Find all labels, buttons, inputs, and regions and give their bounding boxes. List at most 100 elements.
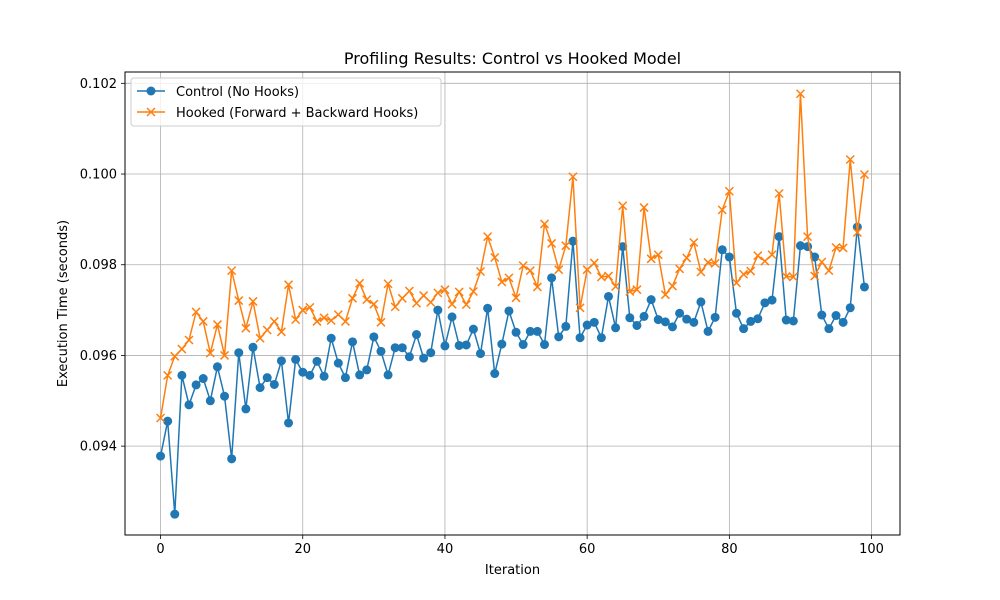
hooked-data-point xyxy=(156,413,166,423)
control-data-point xyxy=(319,371,329,381)
control-data-point xyxy=(781,315,791,325)
hooked-data-point xyxy=(376,317,386,327)
hooked-data-point xyxy=(667,281,678,291)
hooked-data-point xyxy=(362,295,372,305)
control-data-point xyxy=(419,353,429,363)
legend-marker-hooked xyxy=(146,107,156,117)
legend-box xyxy=(130,77,442,127)
control-data-point xyxy=(547,273,557,283)
hooked-data-point xyxy=(554,265,564,275)
hooked-data-point xyxy=(746,266,756,276)
hooked-data-point xyxy=(397,293,407,303)
control-data-point xyxy=(234,348,244,358)
hooked-data-point xyxy=(312,316,322,326)
control-data-point xyxy=(575,333,585,343)
control-data-point xyxy=(426,348,436,358)
hooked-data-point xyxy=(568,172,578,182)
chart-title: Profiling Results: Control vs Hooked Mod… xyxy=(344,49,681,68)
hooked-data-point xyxy=(675,264,685,274)
hooked-data-point xyxy=(810,271,820,281)
hooked-data-point xyxy=(284,280,294,290)
control-data-point xyxy=(817,310,827,320)
control-data-point xyxy=(490,369,500,379)
control-data-point xyxy=(831,311,841,321)
control-data-point xyxy=(468,324,478,334)
x-tick-label: 60 xyxy=(579,542,596,557)
x-tick-label: 100 xyxy=(859,542,884,557)
legend-marker-control xyxy=(146,86,156,96)
hooked-data-point xyxy=(291,315,301,325)
hooked-data-point xyxy=(269,316,279,326)
control-data-point xyxy=(561,321,571,331)
plot-frame xyxy=(124,71,901,536)
control-data-point xyxy=(483,303,493,313)
hooked-data-point xyxy=(589,258,599,268)
control-data-point xyxy=(184,400,194,410)
hooked-data-point xyxy=(305,302,315,312)
control-data-point xyxy=(376,346,386,356)
control-data-point xyxy=(518,340,528,350)
control-data-point xyxy=(625,313,635,323)
hooked-data-point xyxy=(731,278,741,288)
control-data-point xyxy=(540,340,549,350)
control-data-point xyxy=(340,373,350,383)
hooked-data-point xyxy=(717,205,727,215)
hooked-data-point xyxy=(184,335,194,345)
control-data-point xyxy=(611,323,621,333)
control-data-point xyxy=(284,418,294,428)
hooked-data-point xyxy=(859,169,869,180)
y-axis-label: Execution Time (seconds) xyxy=(56,220,71,387)
hooked-data-point xyxy=(426,297,436,307)
hooked-data-point xyxy=(461,300,471,310)
hooked-data-point xyxy=(333,310,343,320)
hooked-data-point xyxy=(490,252,500,263)
hooked-data-point xyxy=(241,323,251,333)
y-tick-label: 0.100 xyxy=(80,168,117,183)
control-data-point xyxy=(689,317,699,327)
control-data-point xyxy=(589,317,599,327)
hooked-data-point xyxy=(212,320,222,330)
hooked-data-point xyxy=(852,228,862,238)
control-data-point xyxy=(440,341,450,351)
hooked-data-point xyxy=(611,281,621,292)
control-data-point xyxy=(739,324,749,334)
hooked-data-point xyxy=(483,232,493,242)
hooked-data-point xyxy=(781,271,791,282)
hooked-data-point xyxy=(191,307,201,317)
hooked-data-point xyxy=(696,267,706,277)
hooked-series-line xyxy=(159,93,866,419)
control-data-point xyxy=(653,315,663,325)
control-data-point xyxy=(397,343,407,353)
control-data-point xyxy=(454,340,464,350)
y-tick-label: 0.098 xyxy=(80,258,117,273)
control-data-point xyxy=(859,282,869,292)
hooked-data-point xyxy=(255,333,265,343)
hooked-data-point xyxy=(603,271,614,281)
hooked-data-point xyxy=(248,296,258,306)
hooked-data-point xyxy=(177,344,187,354)
hooked-data-point xyxy=(163,370,173,380)
control-data-point xyxy=(198,374,208,384)
y-tick-label: 0.102 xyxy=(80,77,117,92)
control-data-point xyxy=(326,333,336,343)
control-data-point xyxy=(177,370,187,380)
hooked-data-point xyxy=(838,243,848,253)
control-data-point xyxy=(717,245,727,255)
control-data-point xyxy=(682,314,692,324)
hooked-data-point xyxy=(539,219,550,229)
hooked-data-point xyxy=(525,266,535,276)
hooked-data-point xyxy=(845,154,855,165)
control-data-point xyxy=(731,308,741,318)
control-series-line xyxy=(159,226,866,515)
hooked-data-point xyxy=(355,278,365,288)
control-data-point xyxy=(383,370,393,380)
control-data-point xyxy=(241,404,251,414)
control-data-point xyxy=(248,342,258,352)
control-data-point xyxy=(220,391,230,401)
hooked-data-point xyxy=(454,287,464,297)
hooked-data-point xyxy=(724,186,734,196)
control-data-point xyxy=(639,311,649,321)
control-data-point xyxy=(568,236,578,246)
control-data-point xyxy=(205,396,215,406)
control-data-point xyxy=(497,339,507,349)
